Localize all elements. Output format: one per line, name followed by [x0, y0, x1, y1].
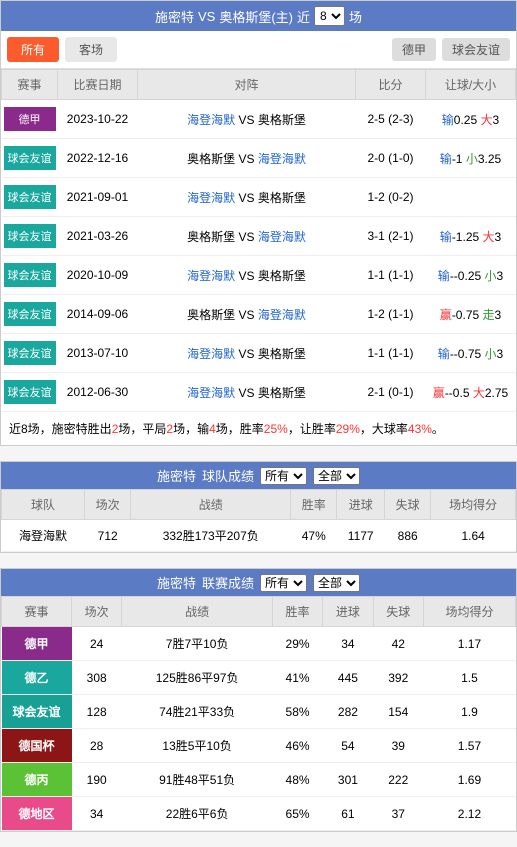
- col-handicap: 让球/大小: [426, 70, 516, 100]
- comp-name: 德乙: [2, 661, 72, 695]
- col-comp: 赛事: [2, 70, 58, 100]
- filter-all-button[interactable]: 所有: [7, 37, 59, 62]
- team1: 施密特: [155, 7, 194, 26]
- comp-tag: 球会友谊: [4, 302, 56, 326]
- match-score: 1-1 (1-1): [356, 256, 426, 295]
- comp-tag: 球会友谊: [4, 341, 56, 365]
- h2h-summary: 近8场，施密特胜出2场，平局2场，输4场，胜率25%，让胜率29%，大球率43%…: [1, 412, 516, 445]
- match-date: 2023-10-22: [58, 100, 138, 139]
- table-row: 球会友谊2020-10-09海登海默 VS 奥格斯堡1-1 (1-1)输--0.…: [2, 256, 516, 295]
- match-score: 3-1 (2-1): [356, 217, 426, 256]
- match-teams: 海登海默 VS 奥格斯堡: [138, 334, 356, 373]
- handicap-result: [426, 178, 516, 217]
- table-row: 德乙308125胜86平97负41%4453921.5: [2, 661, 516, 695]
- handicap-result: 输--0.75 小3: [426, 334, 516, 373]
- vs-label: VS: [198, 9, 215, 24]
- team-stats-table: 球队 场次 战绩 胜率 进球 失球 场均得分 海登海默 712 332胜173平…: [1, 489, 516, 552]
- ls-select1[interactable]: 所有: [260, 574, 307, 592]
- games-select[interactable]: 8: [314, 6, 345, 26]
- match-teams: 奥格斯堡 VS 海登海默: [138, 295, 356, 334]
- table-row: 球会友谊2022-12-16奥格斯堡 VS 海登海默2-0 (1-0)输-1 小…: [2, 139, 516, 178]
- match-teams: 奥格斯堡 VS 海登海默: [138, 139, 356, 178]
- h2h-section: 施密特 VS 奥格斯堡(主) 近 8 场 所有 客场 德甲 球会友谊 赛事 比赛…: [0, 0, 517, 446]
- match-teams: 海登海默 VS 奥格斯堡: [138, 256, 356, 295]
- table-row: 球会友谊2013-07-10海登海默 VS 奥格斯堡1-1 (1-1)输--0.…: [2, 334, 516, 373]
- filter-friendly-button[interactable]: 球会友谊: [442, 38, 510, 61]
- comp-tag: 球会友谊: [4, 185, 56, 209]
- league-stats-section: 施密特 联赛成绩 所有 全部 赛事 场次 战绩 胜率 进球 失球 场均得分 德甲…: [0, 568, 517, 832]
- match-date: 2020-10-09: [58, 256, 138, 295]
- h2h-table: 赛事 比赛日期 对阵 比分 让球/大小 德甲2023-10-22海登海默 VS …: [1, 69, 516, 412]
- ts-title: 施密特: [157, 466, 196, 485]
- match-score: 1-2 (1-1): [356, 295, 426, 334]
- table-row: 德甲2023-10-22海登海默 VS 奥格斯堡2-5 (2-3)输0.25 大…: [2, 100, 516, 139]
- ts-select2[interactable]: 全部: [313, 467, 360, 485]
- filter-row: 所有 客场 德甲 球会友谊: [1, 31, 516, 69]
- ts-select1[interactable]: 所有: [260, 467, 307, 485]
- table-row: 球会友谊2021-03-26奥格斯堡 VS 海登海默3-1 (2-1)输-1.2…: [2, 217, 516, 256]
- match-score: 1-1 (1-1): [356, 334, 426, 373]
- team-stats-header: 施密特 球队成绩 所有 全部: [1, 462, 516, 489]
- match-teams: 海登海默 VS 奥格斯堡: [138, 178, 356, 217]
- near-label: 近: [297, 7, 310, 26]
- col-score: 比分: [356, 70, 426, 100]
- match-score: 2-0 (1-0): [356, 139, 426, 178]
- comp-tag: 球会友谊: [4, 224, 56, 248]
- table-row: 海登海默 712 332胜173平207负 47% 1177 886 1.64: [2, 520, 516, 552]
- handicap-result: 输--0.25 小3: [426, 256, 516, 295]
- comp-tag: 球会友谊: [4, 380, 56, 404]
- games-unit: 场: [349, 7, 362, 26]
- match-date: 2021-03-26: [58, 217, 138, 256]
- handicap-result: 输0.25 大3: [426, 100, 516, 139]
- comp-tag: 德甲: [4, 107, 56, 131]
- table-row: 球会友谊2014-09-06奥格斯堡 VS 海登海默1-2 (1-1)赢-0.7…: [2, 295, 516, 334]
- table-row: 德甲247胜7平10负29%34421.17: [2, 627, 516, 661]
- comp-tag: 球会友谊: [4, 263, 56, 287]
- filter-away-button[interactable]: 客场: [65, 37, 117, 62]
- match-teams: 海登海默 VS 奥格斯堡: [138, 100, 356, 139]
- handicap-result: 赢--0.5 大2.75: [426, 373, 516, 412]
- handicap-result: 赢-0.75 走3: [426, 295, 516, 334]
- match-date: 2013-07-10: [58, 334, 138, 373]
- match-teams: 奥格斯堡 VS 海登海默: [138, 217, 356, 256]
- table-row: 球会友谊12874胜21平33负58%2821541.9: [2, 695, 516, 729]
- ts-subtitle: 球队成绩: [202, 466, 254, 485]
- table-row: 球会友谊2021-09-01海登海默 VS 奥格斯堡1-2 (0-2): [2, 178, 516, 217]
- col-match: 对阵: [138, 70, 356, 100]
- comp-name: 德甲: [2, 627, 72, 661]
- league-stats-table: 赛事 场次 战绩 胜率 进球 失球 场均得分 德甲247胜7平10负29%344…: [1, 596, 516, 831]
- handicap-result: 输-1.25 大3: [426, 217, 516, 256]
- comp-name: 德丙: [2, 763, 72, 797]
- col-date: 比赛日期: [58, 70, 138, 100]
- comp-tag: 球会友谊: [4, 146, 56, 170]
- table-row: 德国杯2813胜5平10负46%54391.57: [2, 729, 516, 763]
- ls-subtitle: 联赛成绩: [202, 573, 254, 592]
- match-date: 2012-06-30: [58, 373, 138, 412]
- match-score: 2-5 (2-3): [356, 100, 426, 139]
- table-row: 球会友谊2012-06-30海登海默 VS 奥格斯堡2-1 (0-1)赢--0.…: [2, 373, 516, 412]
- match-teams: 海登海默 VS 奥格斯堡: [138, 373, 356, 412]
- comp-name: 德地区: [2, 797, 72, 831]
- h2h-header: 施密特 VS 奥格斯堡(主) 近 8 场: [1, 1, 516, 31]
- match-date: 2014-09-06: [58, 295, 138, 334]
- handicap-result: 输-1 小3.25: [426, 139, 516, 178]
- match-score: 1-2 (0-2): [356, 178, 426, 217]
- ls-select2[interactable]: 全部: [313, 574, 360, 592]
- comp-name: 德国杯: [2, 729, 72, 763]
- ls-title: 施密特: [157, 573, 196, 592]
- match-date: 2022-12-16: [58, 139, 138, 178]
- match-date: 2021-09-01: [58, 178, 138, 217]
- table-row: 德地区3422胜6平6负65%61372.12: [2, 797, 516, 831]
- league-stats-header: 施密特 联赛成绩 所有 全部: [1, 569, 516, 596]
- filter-league-button[interactable]: 德甲: [392, 38, 436, 61]
- table-row: 德丙19091胜48平51负48%3012221.69: [2, 763, 516, 797]
- team2: 奥格斯堡(主): [219, 7, 293, 26]
- comp-name: 球会友谊: [2, 695, 72, 729]
- match-score: 2-1 (0-1): [356, 373, 426, 412]
- team-stats-section: 施密特 球队成绩 所有 全部 球队 场次 战绩 胜率 进球 失球 场均得分 海登…: [0, 461, 517, 553]
